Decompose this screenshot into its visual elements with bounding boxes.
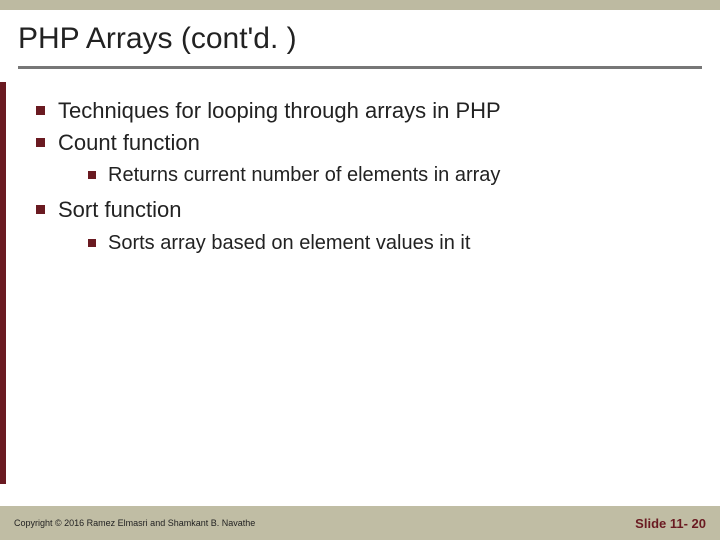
list-item-text: Sort function bbox=[58, 197, 182, 222]
list-item-text: Sorts array based on element values in i… bbox=[108, 232, 470, 254]
bullet-list: Techniques for looping through arrays in… bbox=[32, 96, 696, 257]
copyright-text: Copyright © 2016 Ramez Elmasri and Shamk… bbox=[14, 518, 255, 528]
slide-number: Slide 11- 20 bbox=[635, 516, 706, 531]
title-underline bbox=[18, 66, 702, 69]
list-item: Count function Returns current number of… bbox=[32, 128, 696, 190]
top-accent-bar bbox=[0, 0, 720, 10]
list-item-text: Techniques for looping through arrays in… bbox=[58, 98, 501, 123]
sub-bullet-list: Sorts array based on element values in i… bbox=[58, 229, 696, 257]
list-item: Sort function Sorts array based on eleme… bbox=[32, 195, 696, 257]
list-item: Sorts array based on element values in i… bbox=[84, 229, 696, 257]
list-item: Techniques for looping through arrays in… bbox=[32, 96, 696, 126]
slide-title: PHP Arrays (cont'd. ) bbox=[18, 22, 702, 56]
list-item-text: Count function bbox=[58, 130, 200, 155]
title-area: PHP Arrays (cont'd. ) bbox=[18, 22, 702, 69]
list-item: Returns current number of elements in ar… bbox=[84, 161, 696, 189]
sub-bullet-list: Returns current number of elements in ar… bbox=[58, 161, 696, 189]
content-area: Techniques for looping through arrays in… bbox=[32, 96, 696, 263]
side-accent-stripe bbox=[0, 82, 6, 484]
footer-bar: Copyright © 2016 Ramez Elmasri and Shamk… bbox=[0, 506, 720, 540]
slide: PHP Arrays (cont'd. ) Techniques for loo… bbox=[0, 0, 720, 540]
list-item-text: Returns current number of elements in ar… bbox=[108, 164, 500, 186]
